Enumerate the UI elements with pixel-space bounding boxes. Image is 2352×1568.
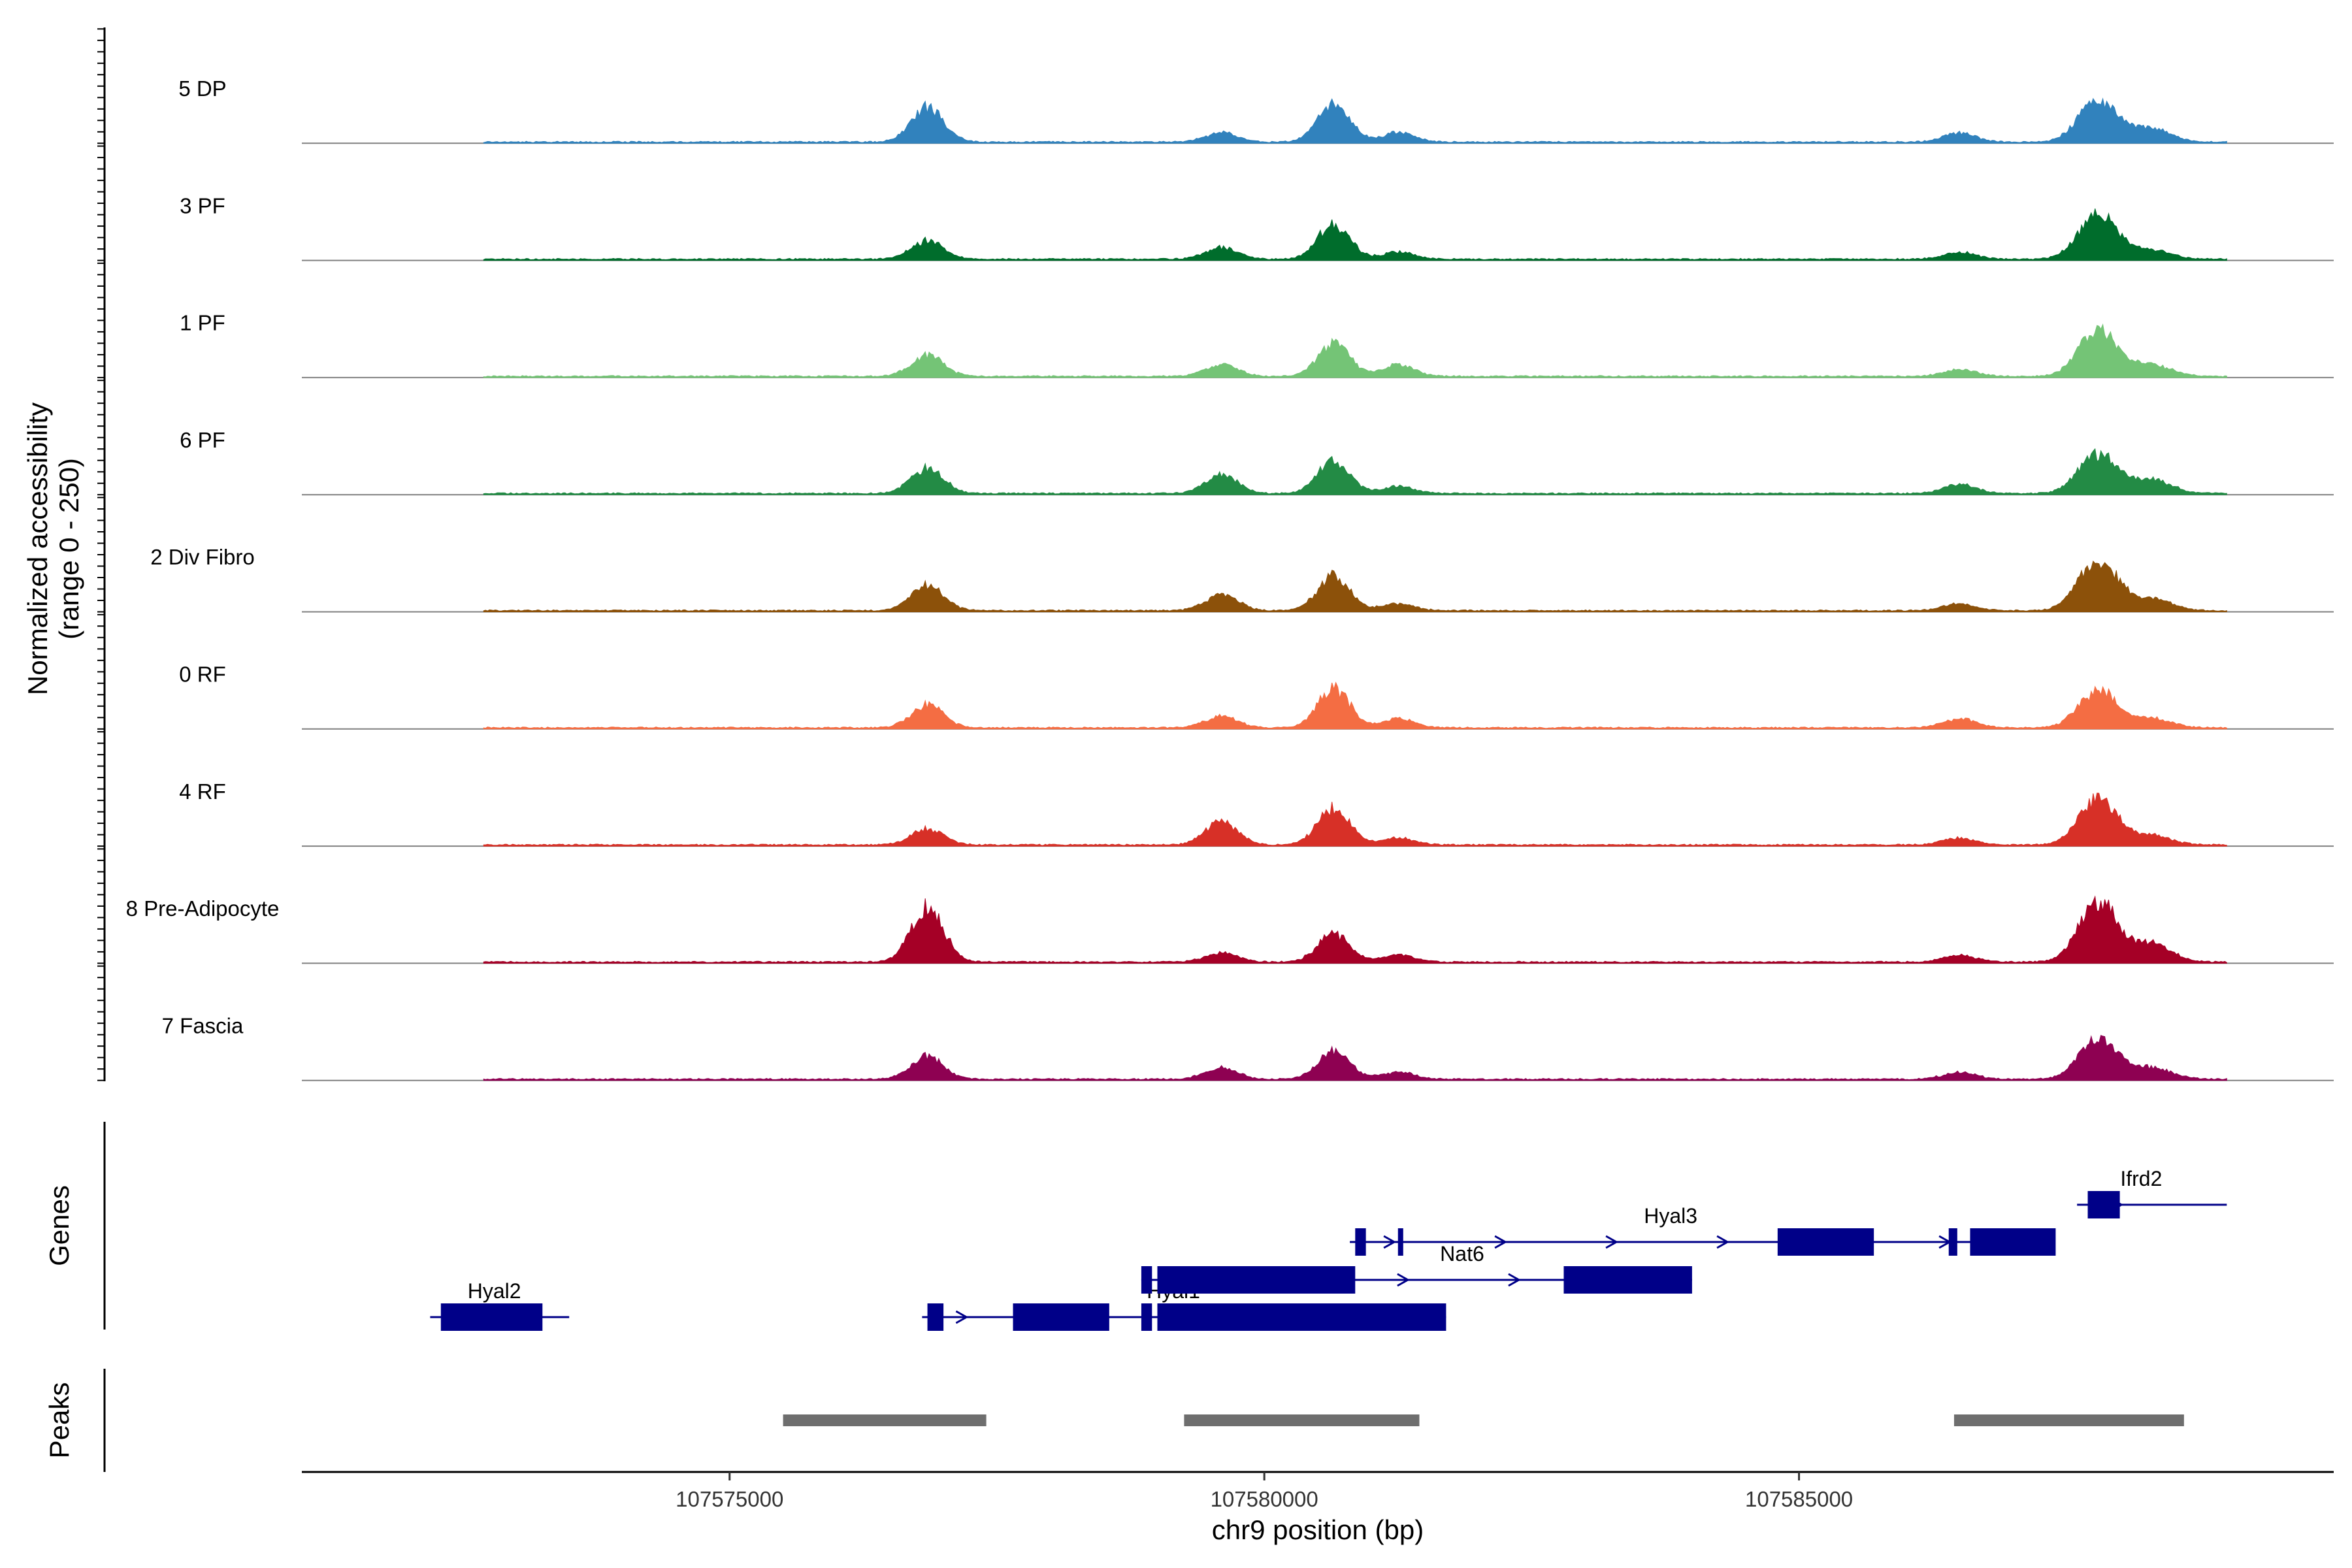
gene-nat6: Nat6: [1141, 1242, 1692, 1294]
track-label: 2 Div Fibro: [150, 545, 255, 569]
strand-arrow-icon: [1383, 1235, 1397, 1249]
gene-exon: [1141, 1303, 1152, 1331]
gene-exon: [1563, 1266, 1692, 1294]
x-tick-label: 107585000: [1745, 1487, 1853, 1511]
gene-label: Nat6: [1440, 1242, 1484, 1266]
track-label: 3 PF: [180, 193, 225, 218]
coverage-area-4-rf: [483, 792, 2227, 847]
coverage-area-6-pf: [483, 448, 2227, 495]
track-label: 1 PF: [180, 311, 225, 335]
genes-panel-label: Genes: [44, 1185, 74, 1266]
y-axis-title-line2: (range 0 - 250): [54, 458, 84, 640]
y-axis-title-line1: Normalized accessibility: [22, 402, 53, 695]
genes-panel: Genes Hyal2 Hyal1 Nat6 Hyal3 Ifrd2: [44, 1122, 2227, 1331]
strand-arrow-icon: [1508, 1273, 1521, 1287]
track-label: 4 RF: [179, 779, 226, 804]
coverage-area-2-div-fibro: [483, 560, 2227, 612]
gene-hyal2: Hyal2: [430, 1279, 570, 1331]
gene-exon: [1397, 1228, 1403, 1256]
peaks-panel: Peaks: [44, 1369, 2184, 1472]
strand-arrow-icon: [955, 1310, 969, 1324]
track-label: 8 Pre-Adipocyte: [126, 896, 280, 921]
gene-hyal1: Hyal1: [922, 1279, 1446, 1331]
track-3-pf: 3 PF: [180, 193, 2334, 261]
coverage-area-5-dp: [483, 97, 2227, 144]
coverage-area-8-pre-adipocyte: [483, 895, 2227, 964]
gene-exon: [1141, 1266, 1152, 1294]
track-2-div-fibro: 2 Div Fibro: [150, 545, 2334, 613]
gene-label: Ifrd2: [2120, 1167, 2162, 1190]
peak-bar: [1184, 1414, 1420, 1426]
track-8-pre-adipocyte: 8 Pre-Adipocyte: [126, 895, 2334, 964]
coverage-area-0-rf: [483, 681, 2227, 730]
gene-ifrd2: Ifrd2: [2077, 1167, 2227, 1218]
peak-bar: [783, 1414, 987, 1426]
y-axis: [97, 27, 106, 1081]
x-ticks: 107575000 107580000 107585000: [676, 1472, 1853, 1511]
track-7-fascia: 7 Fascia: [162, 1013, 2334, 1081]
gene-exon: [1777, 1228, 1874, 1256]
coverage-area-7-fascia: [483, 1035, 2227, 1081]
peak-bar: [1953, 1414, 2184, 1426]
gene-label: Hyal3: [1644, 1204, 1697, 1228]
track-0-rf: 0 RF: [179, 662, 2334, 730]
track-5-dp: 5 DP: [178, 76, 2334, 144]
gene-exon: [1948, 1228, 1957, 1256]
gene-exon: [440, 1303, 543, 1331]
track-label: 5 DP: [178, 76, 226, 101]
track-label: 6 PF: [180, 428, 225, 452]
gene-exon: [1157, 1266, 1356, 1294]
x-axis-title: chr9 position (bp): [1212, 1514, 1424, 1545]
track-label: 7 Fascia: [162, 1013, 244, 1037]
gene-exon: [1013, 1303, 1109, 1331]
gene-hyal3: Hyal3: [1350, 1204, 2056, 1256]
gene-exon: [1157, 1303, 1446, 1331]
gene-exon: [2087, 1191, 2120, 1218]
gene-exon: [1355, 1228, 1366, 1256]
coverage-area-3-pf: [483, 208, 2227, 261]
x-axis: 107575000 107580000 107585000 chr9 positio…: [302, 1471, 2334, 1545]
peaks-panel-label: Peaks: [44, 1382, 74, 1459]
peak-bars: [783, 1414, 2184, 1426]
strand-arrow-icon: [1397, 1273, 1410, 1287]
gene-models: Hyal2 Hyal1 Nat6 Hyal3 Ifrd2: [430, 1167, 2227, 1331]
coverage-tracks: 5 DP 3 PF 1 PF 6 PF 2 Div Fibro 0 RF 4 RF 8 Pre…: [126, 76, 2334, 1081]
strand-arrow-icon: [1494, 1235, 1508, 1249]
strand-arrow-icon: [1605, 1235, 1619, 1249]
track-label: 0 RF: [179, 662, 226, 687]
gene-label: Hyal2: [468, 1279, 521, 1303]
track-1-pf: 1 PF: [180, 311, 2334, 378]
track-4-rf: 4 RF: [179, 779, 2334, 847]
track-6-pf: 6 PF: [180, 428, 2334, 496]
x-tick-label: 107580000: [1211, 1487, 1318, 1511]
gene-exon: [1970, 1228, 2056, 1256]
strand-arrow-icon: [1716, 1235, 1730, 1249]
x-tick-label: 107575000: [676, 1487, 783, 1511]
coverage-area-1-pf: [483, 323, 2227, 378]
gene-exon: [927, 1303, 944, 1331]
